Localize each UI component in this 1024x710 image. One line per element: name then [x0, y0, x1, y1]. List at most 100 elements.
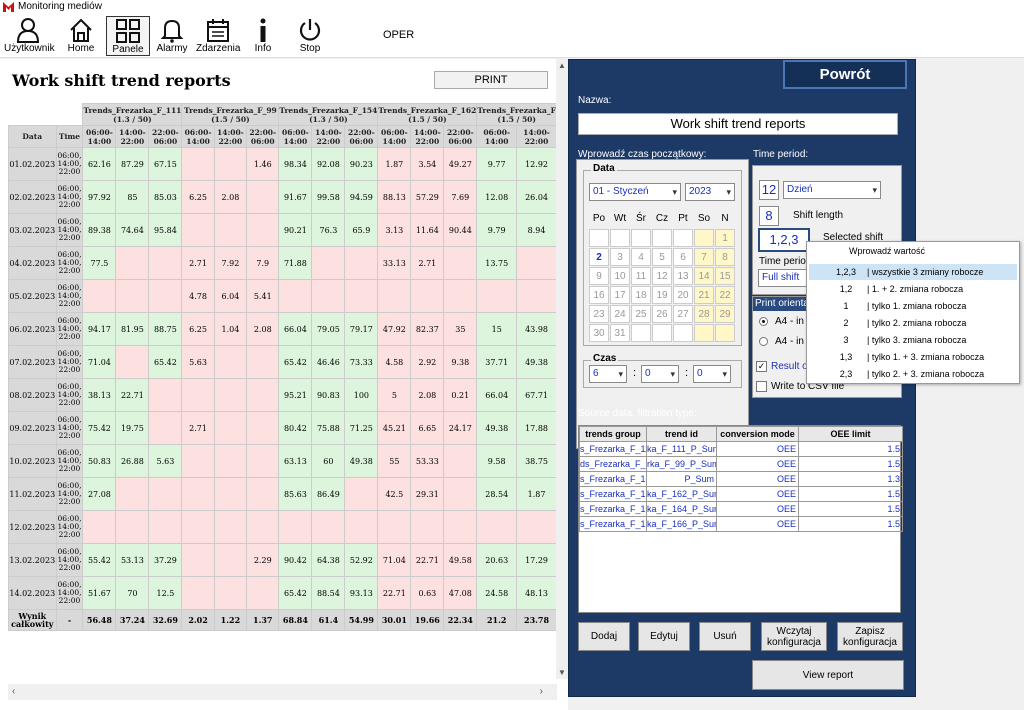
calendar-day[interactable]: 1: [715, 229, 735, 247]
value-cell: 77.5: [82, 246, 117, 280]
popup-option[interactable]: 1,2 | 1. + 2. zmiana robocza: [809, 281, 1017, 297]
minute-select[interactable]: 0 ▾: [641, 365, 679, 383]
alarms-button[interactable]: Alarmy: [154, 16, 190, 56]
shift-length-field[interactable]: 8: [759, 206, 779, 226]
orientation-radio-2[interactable]: [759, 337, 768, 346]
calendar-day[interactable]: 23: [589, 305, 609, 323]
weekday-header: Pt: [678, 213, 688, 224]
report-table-container[interactable]: Trends_Frezarka_F_111 (1.3 / 50) Trends_F…: [8, 103, 557, 703]
stop-button[interactable]: Stop: [294, 16, 326, 56]
load-config-button[interactable]: Wczytaj konfiguracja: [761, 622, 827, 651]
calendar-day[interactable]: 2: [589, 248, 609, 266]
value-cell: 1.46: [246, 147, 280, 181]
table-row: 04.02.2023 06:00, 14:00, 22:00 77.5 2.71 7.9…: [8, 246, 557, 280]
popup-option[interactable]: 2 | tylko 2. zmiana robocza: [809, 315, 1017, 331]
calendar-day[interactable]: 21: [694, 286, 714, 304]
calendar-day[interactable]: 16: [589, 286, 609, 304]
calendar-day[interactable]: 15: [715, 267, 735, 285]
popup-option[interactable]: 1,3 | tylko 1. + 3. zmiana robocza: [809, 349, 1017, 365]
period-value-field[interactable]: 12: [759, 180, 779, 200]
calendar-day[interactable]: 29: [715, 305, 735, 323]
remove-button[interactable]: Usuń: [699, 622, 751, 651]
calendar-day: [652, 324, 672, 342]
calendar-day[interactable]: 24: [610, 305, 630, 323]
calendar-day[interactable]: 6: [673, 248, 693, 266]
calendar-day[interactable]: 28: [694, 305, 714, 323]
calendar-day[interactable]: 27: [673, 305, 693, 323]
calendar-day[interactable]: 25: [631, 305, 651, 323]
value-cell: 11.64: [410, 213, 445, 247]
scroll-down-icon[interactable]: ▼: [558, 668, 566, 677]
calendar-day[interactable]: 4: [631, 248, 651, 266]
calendar-day[interactable]: 22: [715, 286, 735, 304]
value-cell: [443, 444, 478, 478]
calendar-day[interactable]: 14: [694, 267, 714, 285]
calendar-day[interactable]: 20: [673, 286, 693, 304]
calendar-day[interactable]: 18: [631, 286, 651, 304]
horizontal-scrollbar[interactable]: ‹ ›: [8, 684, 557, 700]
view-report-button[interactable]: View report: [752, 660, 904, 690]
events-button[interactable]: Zdarzenia: [196, 16, 240, 56]
save-config-button[interactable]: Zapisz konfiguracja: [837, 622, 903, 651]
value-cell: 12.08: [476, 180, 518, 214]
hour-select[interactable]: 6 ▾: [589, 365, 627, 383]
back-button[interactable]: Powrót: [783, 60, 907, 89]
edit-button[interactable]: Edytuj: [638, 622, 690, 651]
calendar-day[interactable]: 30: [589, 324, 609, 342]
value-cell: [410, 510, 445, 544]
calendar-day[interactable]: 5: [652, 248, 672, 266]
shift-length-label: Shift length: [793, 210, 844, 221]
user-button[interactable]: Użytkownik: [4, 16, 55, 56]
panels-button[interactable]: Panele: [106, 16, 150, 56]
shift-header: 06:00-14:00: [278, 125, 313, 148]
calendar-day[interactable]: 17: [610, 286, 630, 304]
value-cell: 2.08: [213, 180, 248, 214]
info-button[interactable]: Info: [249, 16, 277, 56]
scroll-up-icon[interactable]: ▲: [558, 61, 566, 70]
period-unit-select[interactable]: Dzień ▾: [783, 181, 881, 199]
calendar-day[interactable]: 7: [694, 248, 714, 266]
calendar-day[interactable]: 13: [673, 267, 693, 285]
vertical-scrollbar[interactable]: ▲ ▼: [556, 59, 568, 679]
calendar-day[interactable]: 11: [631, 267, 651, 285]
calendar-day[interactable]: 9: [589, 267, 609, 285]
csv-checkbox[interactable]: [756, 381, 767, 392]
month-select[interactable]: 01 - Styczeń ▾: [589, 183, 681, 201]
date-column-header: Data: [8, 125, 57, 148]
popup-option[interactable]: 2,3 | tylko 2. + 3. zmiana robocza: [809, 366, 1017, 382]
scroll-right-icon[interactable]: ›: [539, 686, 543, 697]
popup-option[interactable]: 3 | tylko 3. zmiana robocza: [809, 332, 1017, 348]
info-label: Info: [254, 43, 272, 54]
second-select[interactable]: 0 ▾: [693, 365, 731, 383]
calendar-day[interactable]: 26: [652, 305, 672, 323]
popup-option[interactable]: 1,2,3 | wszystkie 3 zmiany robocze: [809, 264, 1017, 280]
calendar-day: [652, 229, 672, 247]
home-button[interactable]: Home: [62, 16, 100, 56]
calendar-day[interactable]: 10: [610, 267, 630, 285]
scroll-left-icon[interactable]: ‹: [12, 686, 16, 697]
orientation-radio-1[interactable]: [759, 317, 768, 326]
add-button[interactable]: Dodaj: [578, 622, 630, 651]
name-field[interactable]: Work shift trend reports: [578, 113, 898, 135]
full-shift-select[interactable]: Full shift: [758, 269, 810, 287]
result-checkbox[interactable]: ✓: [756, 361, 767, 372]
print-button[interactable]: PRINT: [434, 71, 548, 89]
selected-shift-field[interactable]: 1,2,3: [758, 228, 810, 252]
year-select[interactable]: 2023 ▾: [685, 183, 735, 201]
popup-option[interactable]: 1 | tylko 1. zmiana robocza: [809, 298, 1017, 314]
value-cell: [148, 477, 183, 511]
value-cell: 85: [115, 180, 150, 214]
calendar-day[interactable]: 8: [715, 248, 735, 266]
calendar-day[interactable]: 31: [610, 324, 630, 342]
shift-header: 14:00-22:00: [516, 125, 557, 148]
calendar-day[interactable]: 3: [610, 248, 630, 266]
row-date: 10.02.2023: [8, 444, 57, 478]
calendar-day[interactable]: 19: [652, 286, 672, 304]
calendar-day[interactable]: 12: [652, 267, 672, 285]
